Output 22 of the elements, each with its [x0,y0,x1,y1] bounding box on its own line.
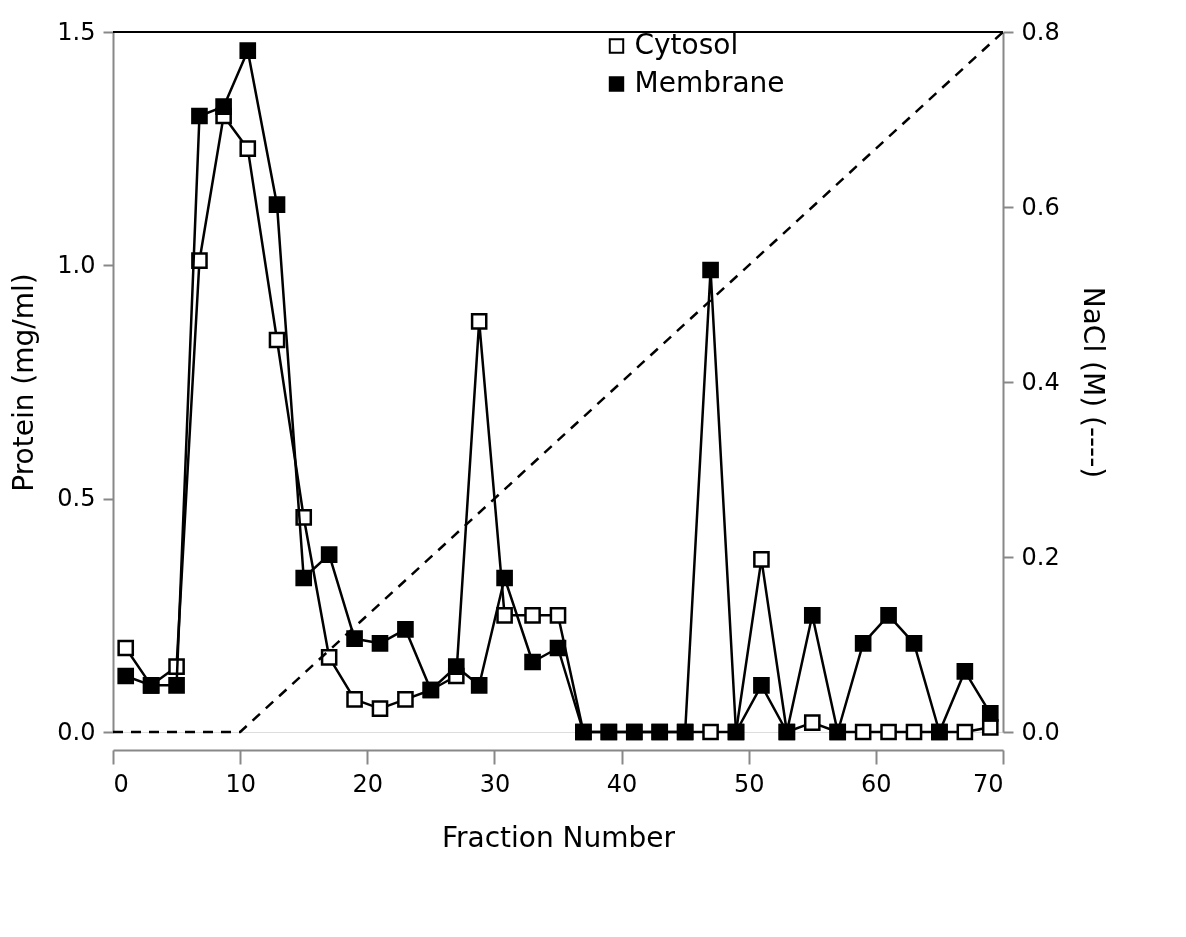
y2-tick-label: 0.8 [1021,17,1060,46]
x-tick-label: 70 [972,769,1004,798]
x-tick-label: 0 [113,769,129,798]
x-tick-label: 60 [861,769,892,798]
y-tick-label: 1.5 [57,17,96,46]
legend-label: Membrane [634,66,785,99]
x-tick-label: 40 [606,769,638,798]
x-tick-label: 50 [733,769,765,798]
y-tick-label: 1.0 [57,250,96,279]
y2-tick-label: 0.4 [1021,367,1060,396]
y-axis-title: Protein (mg/ml) [7,273,41,492]
y-tick-label: 0.0 [57,717,96,746]
y-tick-label: 0.5 [57,484,96,513]
y2-tick-label: 0.2 [1021,542,1060,571]
y2-axis-title: NaCl (M) (----) [1076,286,1110,479]
x-tick-label: 20 [352,769,384,798]
x-tick-label: 10 [225,769,256,798]
y2-tick-label: 0.6 [1021,192,1060,221]
x-tick-label: 30 [479,769,511,798]
legend-label: Cytosol [634,28,739,61]
y2-tick-label: 0.0 [1021,717,1060,746]
x-axis-title: Fraction Number [441,820,676,854]
